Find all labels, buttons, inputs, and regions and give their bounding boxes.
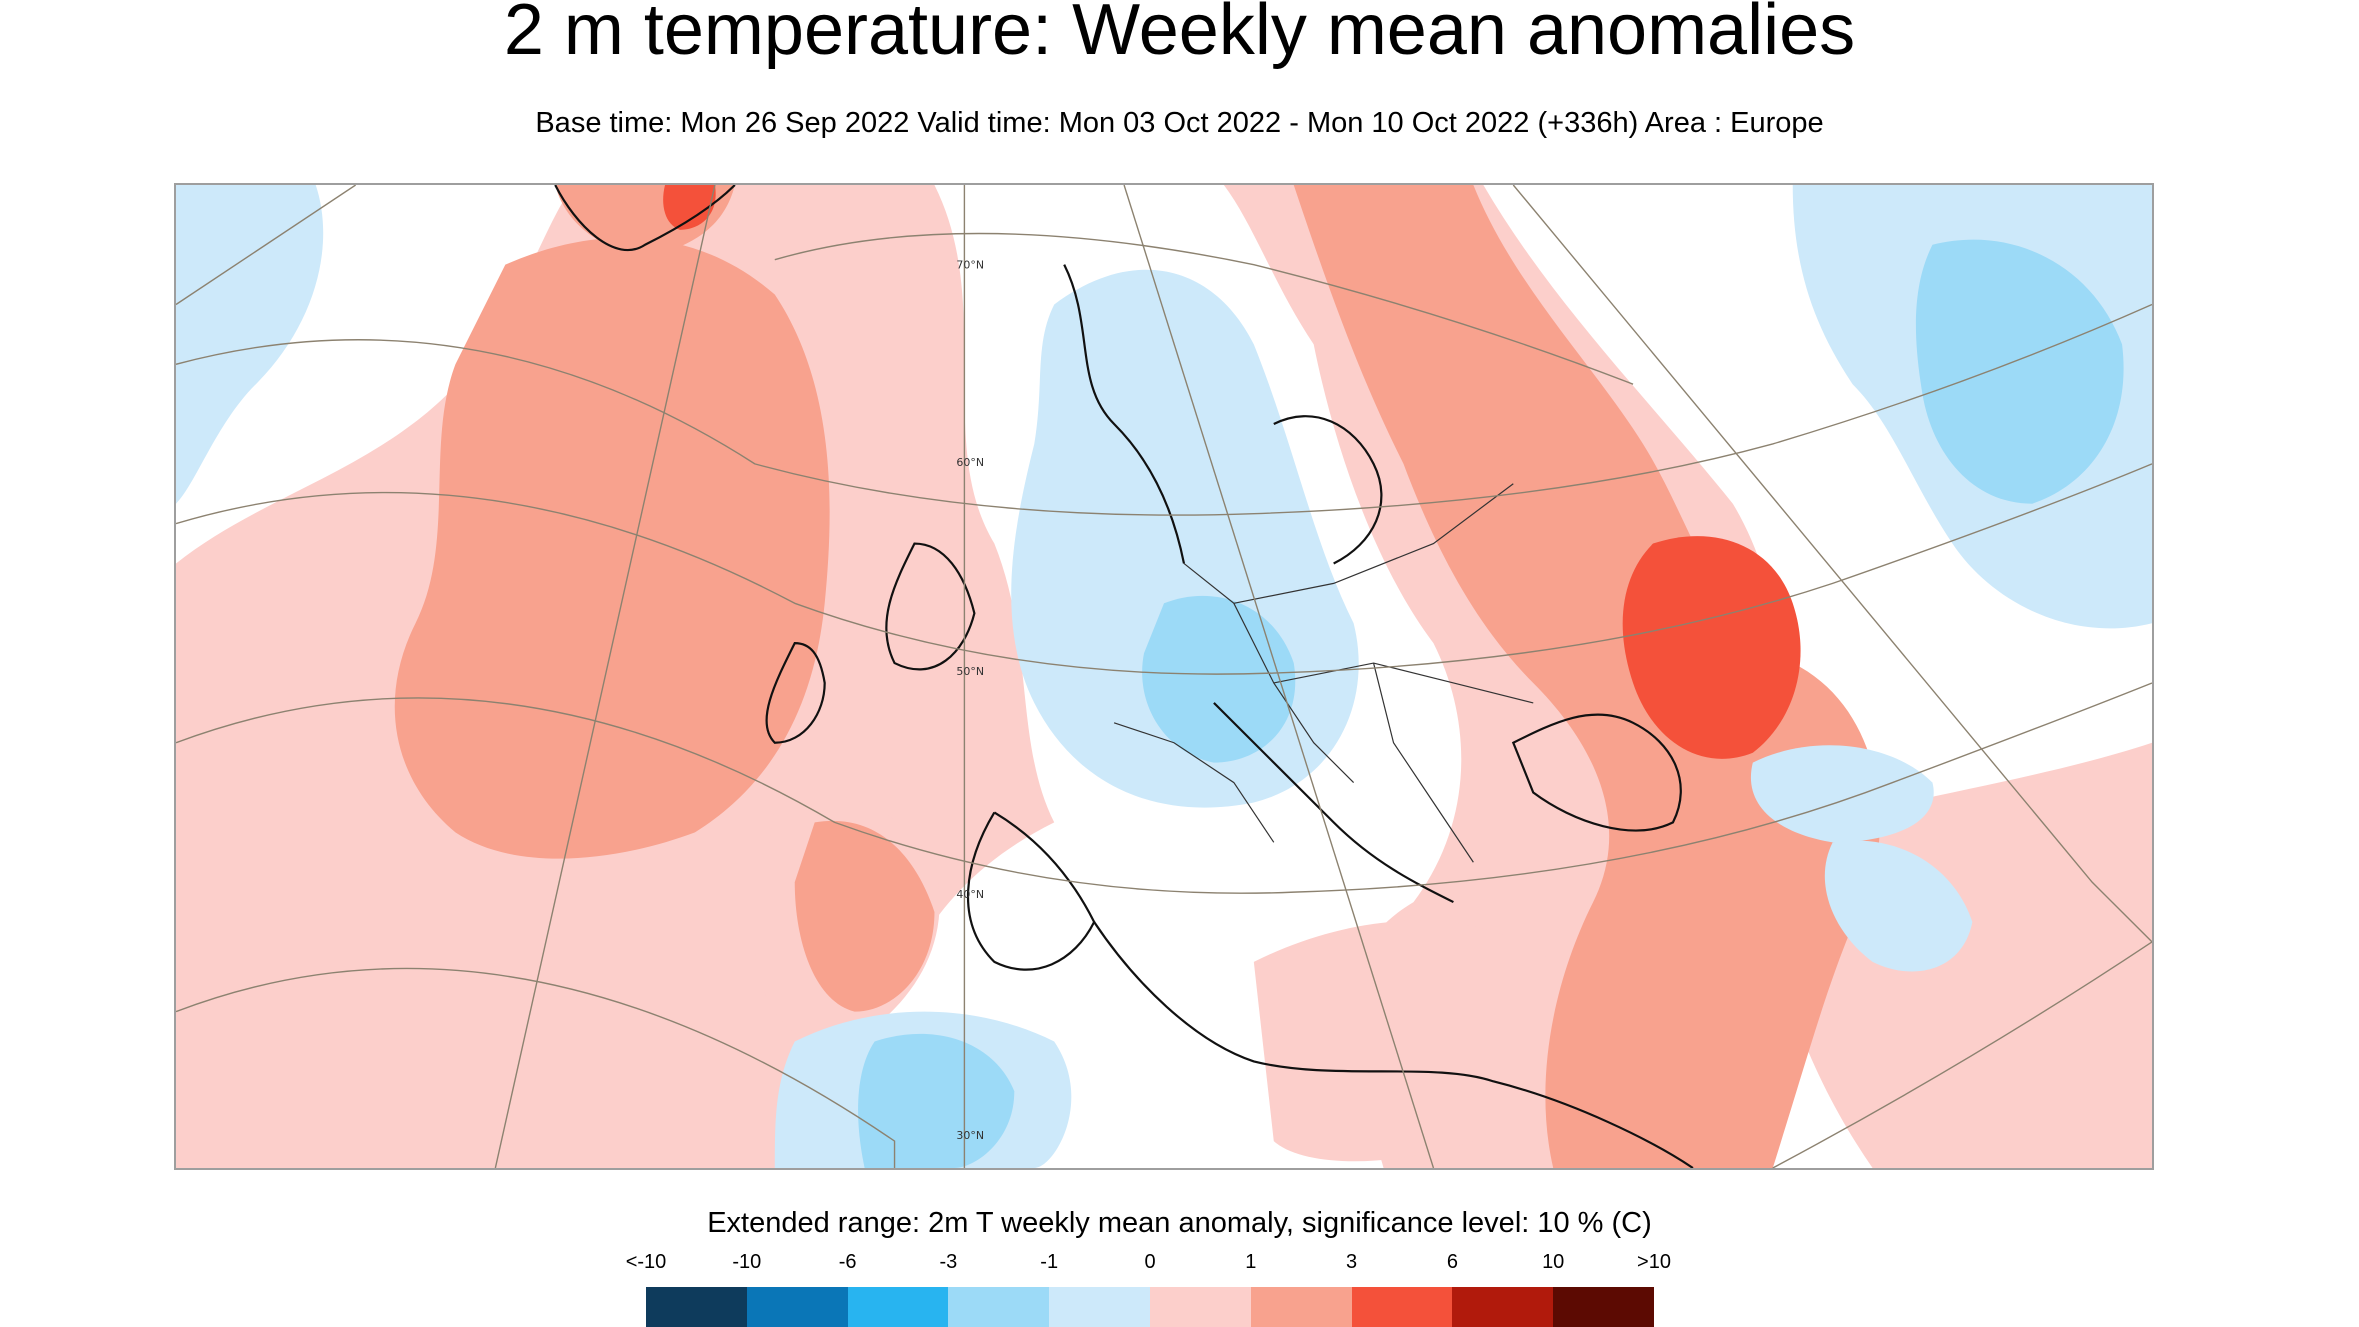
legend-tick-label: 10: [1542, 1251, 1565, 1273]
warm-anomaly-strong-areas: [663, 185, 1801, 759]
legend-color-bar: [646, 1287, 1654, 1327]
lat-label-50n: 50°N: [956, 665, 984, 678]
legend-color-swatch: [1452, 1287, 1554, 1327]
legend-color-swatch: [1049, 1287, 1150, 1327]
map-canvas: 70°N 60°N 50°N 40°N 30°N: [176, 185, 2152, 1168]
legend-tick-label: -3: [939, 1251, 958, 1273]
lat-label-60n: 60°N: [956, 456, 984, 469]
legend-color-swatch: [1351, 1287, 1453, 1327]
coastlines: [554, 185, 1694, 1168]
legend-tick-label: -1: [1040, 1251, 1059, 1273]
legend-color-swatch: [746, 1287, 848, 1327]
graticule: [176, 185, 2152, 1168]
legend-tick-label: <-10: [625, 1251, 667, 1273]
legend-tick-label: 3: [1346, 1251, 1358, 1273]
chart-title: 2 m temperature: Weekly mean anomalies: [503, 0, 1856, 70]
country-borders: [1113, 483, 1534, 863]
legend-color-swatch: [1149, 1287, 1251, 1327]
lat-label-30n: 30°N: [956, 1129, 984, 1142]
chart-subtitle: Base time: Mon 26 Sep 2022 Valid time: M…: [535, 107, 1824, 139]
legend-color-swatch: [847, 1287, 949, 1327]
legend-tick-label: -10: [732, 1251, 762, 1273]
cold-anomaly-medium-areas: [858, 239, 2124, 1168]
anomaly-map: 70°N 60°N 50°N 40°N 30°N: [174, 183, 2154, 1170]
legend-color-swatch: [1553, 1287, 1654, 1327]
legend-title: Extended range: 2m T weekly mean anomaly…: [707, 1207, 1652, 1239]
lat-label-70n: 70°N: [956, 259, 984, 272]
legend-tick-labels: <-10 -10 -6 -3 -1 0 1 3 6 10 >10: [626, 1250, 1671, 1274]
legend-color-swatch: [948, 1287, 1050, 1327]
legend-tick-label: -6: [838, 1251, 857, 1273]
color-legend: <-10 -10 -6 -3 -1 0 1 3 6 10 >10: [626, 1250, 1671, 1327]
legend-tick-label: 1: [1245, 1251, 1257, 1273]
legend-tick-label: 6: [1446, 1251, 1458, 1273]
legend-tick-label: 0: [1144, 1251, 1156, 1273]
lat-label-40n: 40°N: [956, 888, 984, 901]
legend-color-swatch: [646, 1287, 747, 1327]
legend-tick-label: >10: [1637, 1251, 1671, 1273]
legend-color-swatch: [1250, 1287, 1352, 1327]
